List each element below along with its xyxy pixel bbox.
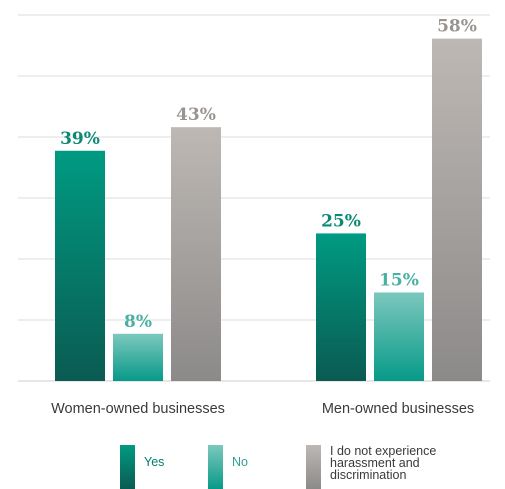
category-label-women: Women-owned businesses [51,401,225,417]
bars [55,38,482,382]
value-label-men-no-experience: 58% [437,17,477,37]
value-labels: 39% 8% 43% 25% 15% 58% [60,17,477,332]
bar-women-yes [55,150,105,381]
value-label-men-no: 15% [379,270,419,290]
bar-men-no-experience [432,38,482,381]
value-label-women-yes: 39% [60,129,100,149]
bar-women-no [113,333,163,381]
value-label-women-no: 8% [124,312,152,332]
value-label-men-yes: 25% [321,211,361,231]
bar-men-yes [316,233,366,381]
category-labels: Women-owned businesses Men-owned busines… [51,401,474,417]
bar-men-no [374,292,424,381]
category-label-men: Men-owned businesses [322,401,474,417]
bar-women-no-experience [171,127,221,382]
value-label-women-no-experience: 43% [176,105,216,125]
